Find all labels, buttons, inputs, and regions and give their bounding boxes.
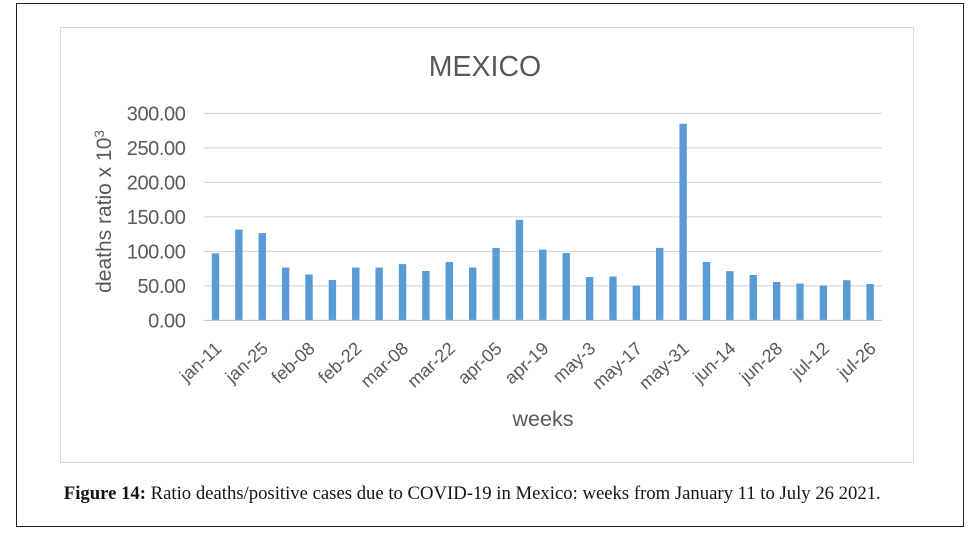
svg-text:apr-05: apr-05 [454, 338, 506, 388]
svg-text:150.00: 150.00 [127, 207, 186, 229]
svg-text:may-31: may-31 [635, 338, 693, 393]
svg-text:jun-14: jun-14 [688, 338, 739, 387]
svg-text:weeks: weeks [512, 407, 574, 431]
svg-text:jun-28: jun-28 [735, 338, 786, 387]
svg-text:feb-08: feb-08 [268, 338, 319, 387]
svg-text:0.00: 0.00 [148, 310, 186, 332]
svg-text:mar-22: mar-22 [403, 338, 459, 391]
svg-text:jul-26: jul-26 [833, 338, 880, 383]
svg-text:100.00: 100.00 [127, 241, 186, 263]
svg-text:deaths ratio x 103: deaths ratio x 103 [92, 130, 117, 293]
svg-text:300.00: 300.00 [127, 103, 186, 125]
svg-text:feb-22: feb-22 [314, 338, 365, 387]
svg-text:may-17: may-17 [588, 338, 646, 393]
svg-text:250.00: 250.00 [127, 138, 186, 160]
svg-text:jan-25: jan-25 [221, 338, 272, 387]
svg-text:MEXICO: MEXICO [429, 51, 541, 83]
svg-text:200.00: 200.00 [127, 172, 186, 194]
svg-text:mar-08: mar-08 [357, 338, 413, 391]
svg-text:50.00: 50.00 [137, 276, 185, 298]
svg-text:jan-11: jan-11 [175, 338, 225, 386]
svg-text:apr-19: apr-19 [501, 338, 553, 388]
svg-text:jul-12: jul-12 [786, 338, 833, 383]
